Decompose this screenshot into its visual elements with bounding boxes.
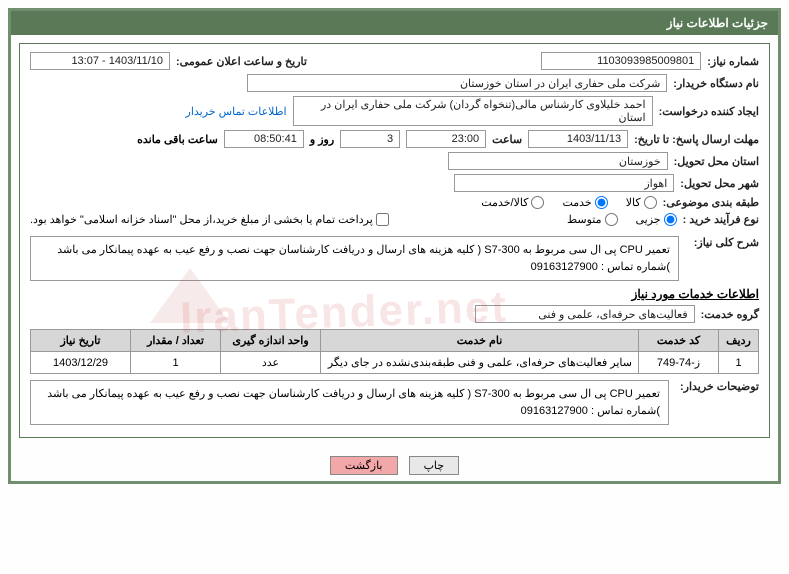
buyer-notes-text: تعمیر CPU پی ال سی مربوط به S7-300 ( کلی… [30, 380, 669, 425]
category-option-goods[interactable]: کالا [626, 196, 657, 209]
table-header-row: ردیف کد خدمت نام خدمت واحد اندازه گیری ت… [31, 330, 759, 352]
deliver-city-label: شهر محل تحویل: [680, 177, 759, 190]
deliver-city-value: اهواز [454, 174, 674, 192]
deadline-days-value: 3 [340, 130, 400, 148]
process-option-minor-label: جزیی [636, 213, 661, 226]
cell-qty: 1 [131, 352, 221, 374]
category-option-service-label: خدمت [562, 196, 591, 209]
cell-code: ز-74-749 [639, 352, 719, 374]
main-panel: شماره نیاز: 1103093985009801 تاریخ و ساع… [19, 43, 770, 438]
category-option-goods-label: کالا [626, 196, 641, 209]
cell-date: 1403/12/29 [31, 352, 131, 374]
announce-date-label: تاریخ و ساعت اعلان عمومی: [176, 55, 307, 68]
cell-unit: عدد [221, 352, 321, 374]
process-option-minor[interactable]: جزیی [636, 213, 677, 226]
print-button[interactable]: چاپ [409, 456, 460, 475]
deadline-label: مهلت ارسال پاسخ: تا تاریخ: [634, 133, 759, 146]
deliver-province-value: خوزستان [448, 152, 668, 170]
deadline-remain-suffix: ساعت باقی مانده [137, 133, 218, 146]
services-section-title: اطلاعات خدمات مورد نیاز [30, 287, 759, 301]
category-radio-group: کالا خدمت کالا/خدمت [481, 196, 656, 209]
buyer-org-label: نام دستگاه خریدار: [673, 77, 759, 90]
category-option-both-label: کالا/خدمت [481, 196, 528, 209]
button-row: چاپ بازگشت [11, 446, 778, 481]
process-type-label: نوع فرآیند خرید : [683, 213, 759, 226]
th-date: تاریخ نیاز [31, 330, 131, 352]
need-number-value: 1103093985009801 [541, 52, 701, 70]
process-option-medium[interactable]: متوسط [567, 213, 618, 226]
panel-header: جزئیات اطلاعات نیاز [11, 11, 778, 35]
deadline-time-value: 23:00 [406, 130, 486, 148]
general-desc-label: شرح کلی نیاز: [685, 236, 759, 249]
requester-label: ایجاد کننده درخواست: [659, 105, 759, 118]
table-row: 1 ز-74-749 سایر فعالیت‌های حرفه‌ای، علمی… [31, 352, 759, 374]
th-idx: ردیف [719, 330, 759, 352]
announce-date-value: 1403/11/10 - 13:07 [30, 52, 170, 70]
th-name: نام خدمت [321, 330, 639, 352]
deliver-province-label: استان محل تحویل: [674, 155, 759, 168]
deadline-time-label: ساعت [492, 133, 522, 146]
category-option-both[interactable]: کالا/خدمت [481, 196, 544, 209]
need-number-label: شماره نیاز: [707, 55, 759, 68]
service-group-label: گروه خدمت: [701, 308, 759, 321]
deadline-date-value: 1403/11/13 [528, 130, 628, 148]
category-option-service[interactable]: خدمت [562, 196, 607, 209]
process-option-medium-label: متوسط [567, 213, 602, 226]
buyer-notes-label: توضیحات خریدار: [675, 380, 759, 393]
treasury-note-label: پرداخت تمام یا بخشی از مبلغ خرید،از محل … [30, 213, 373, 226]
deadline-clock-value: 08:50:41 [224, 130, 304, 148]
th-unit: واحد اندازه گیری [221, 330, 321, 352]
process-type-radio-group: جزیی متوسط [567, 213, 677, 226]
category-label: طبقه بندی موضوعی: [663, 196, 759, 209]
cell-name: سایر فعالیت‌های حرفه‌ای، علمی و فنی طبقه… [321, 352, 639, 374]
cell-idx: 1 [719, 352, 759, 374]
buyer-org-value: شرکت ملی حفاری ایران در استان خوزستان [247, 74, 667, 92]
th-qty: تعداد / مقدار [131, 330, 221, 352]
general-desc-text: تعمیر CPU پی ال سی مربوط به S7-300 ( کلی… [30, 236, 679, 281]
treasury-checkbox[interactable]: پرداخت تمام یا بخشی از مبلغ خرید،از محل … [30, 213, 389, 226]
buyer-contact-link[interactable]: اطلاعات تماس خریدار [186, 105, 287, 118]
services-table: ردیف کد خدمت نام خدمت واحد اندازه گیری ت… [30, 329, 759, 374]
deadline-days-suffix: روز و [310, 133, 334, 146]
back-button[interactable]: بازگشت [330, 456, 398, 475]
th-code: کد خدمت [639, 330, 719, 352]
service-group-value: فعالیت‌های حرفه‌ای، علمی و فنی [475, 305, 695, 323]
requester-value: احمد خلیلاوی کارشناس مالی(تنخواه گردان) … [293, 96, 653, 126]
